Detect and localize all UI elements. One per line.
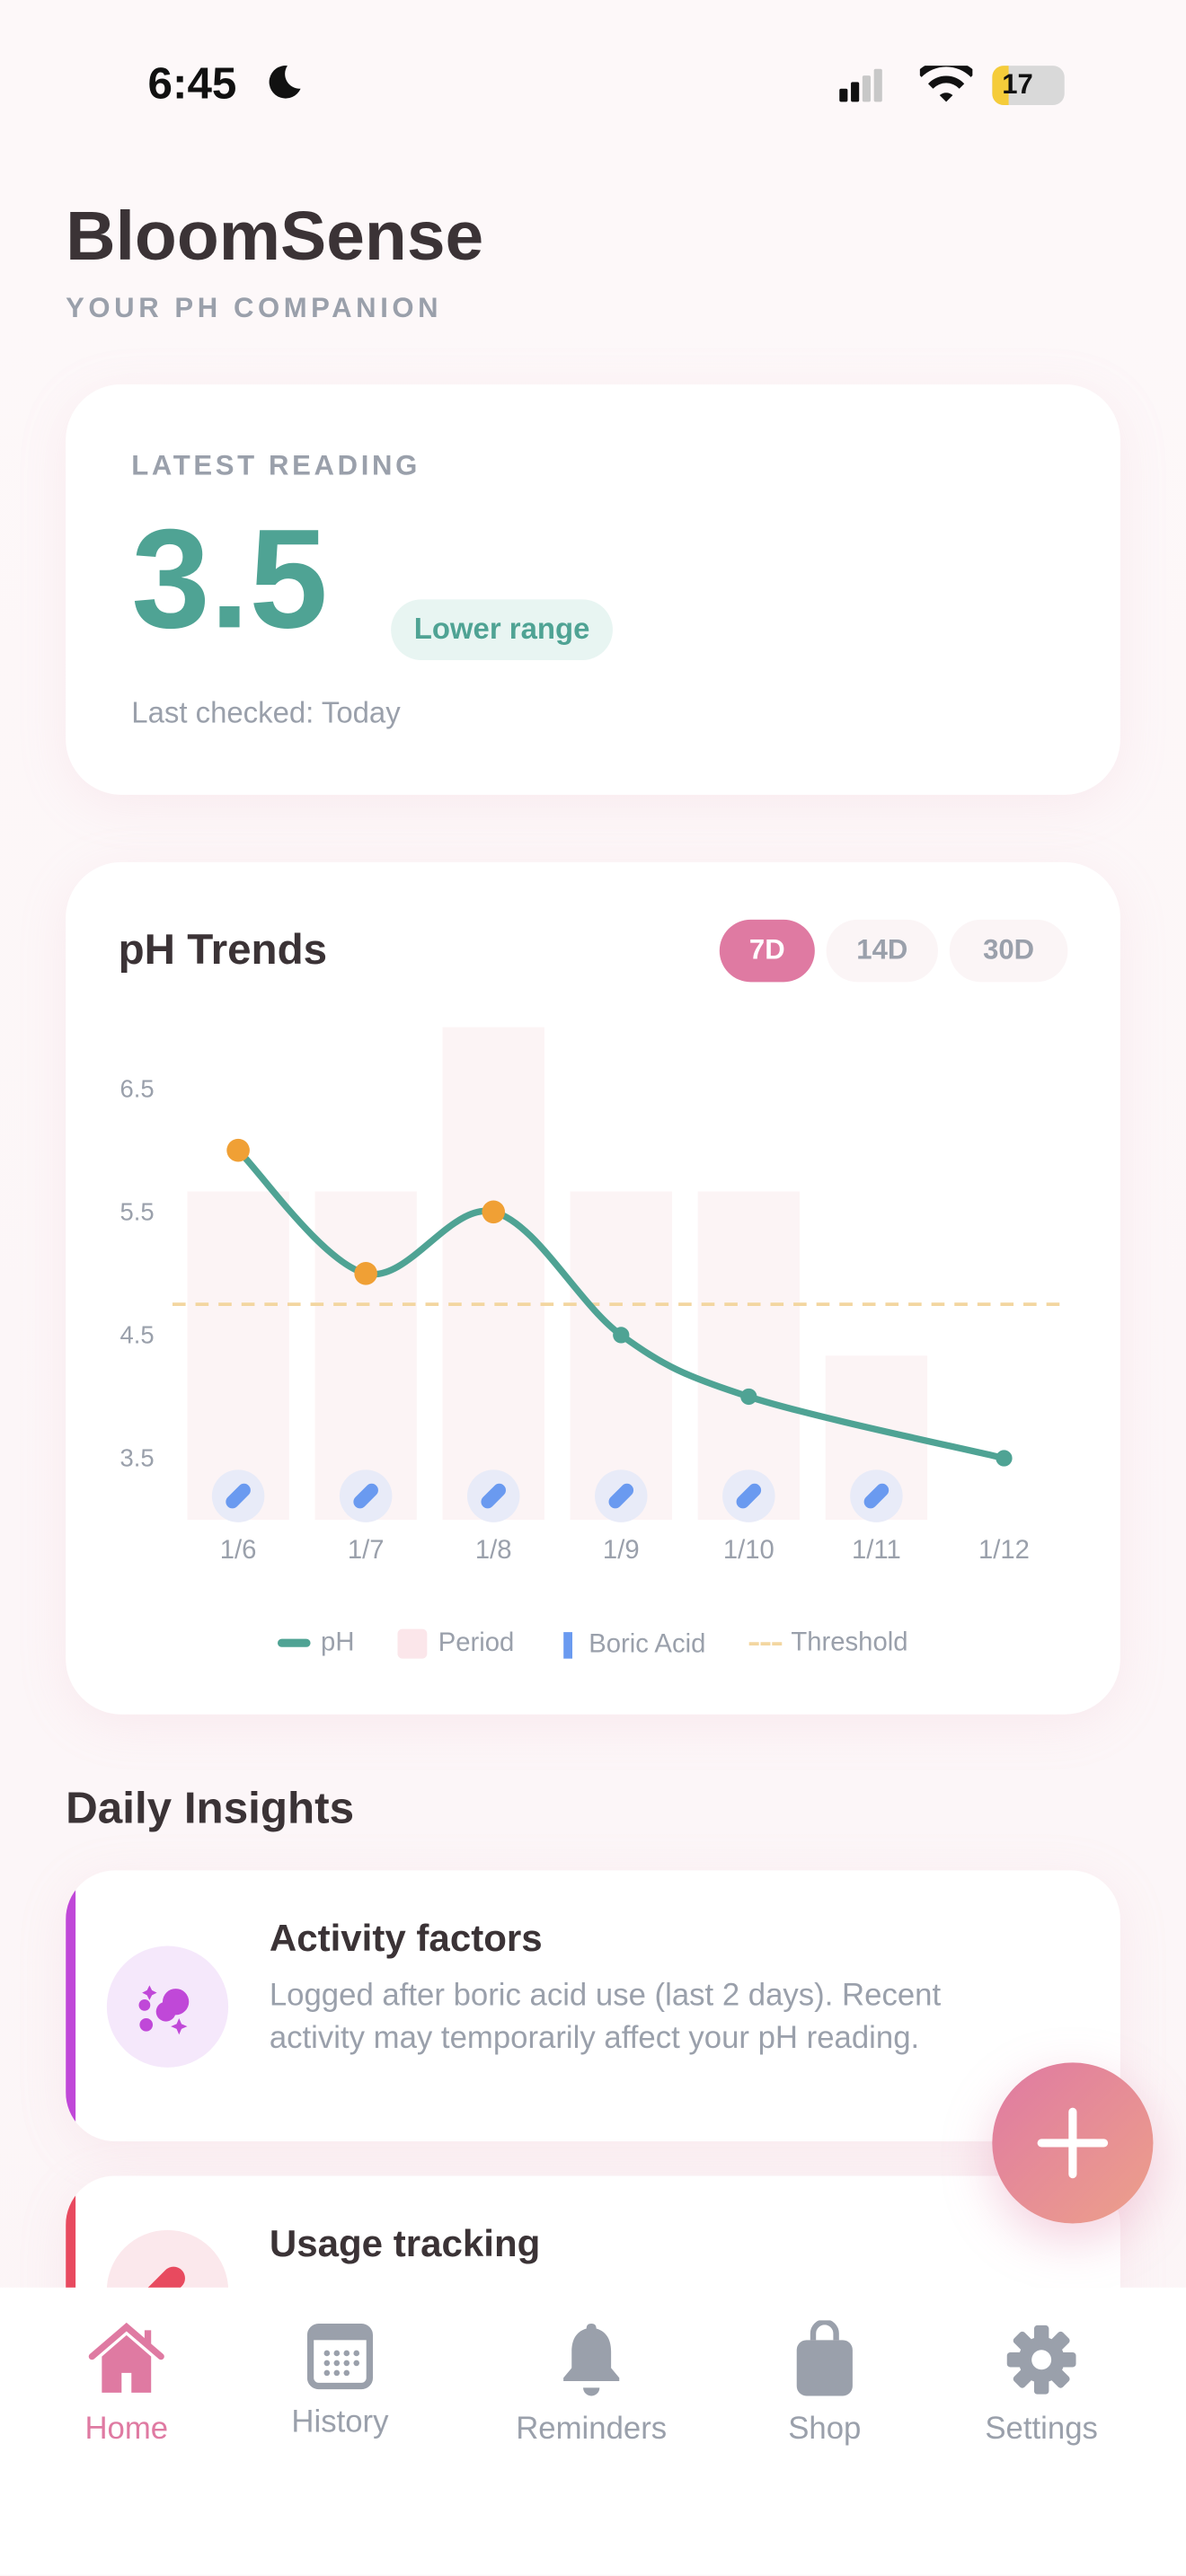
status-time: 6:45: [147, 58, 237, 109]
app-subtitle: YOUR PH COMPANION: [66, 292, 443, 324]
nav-reminders[interactable]: Reminders: [492, 2320, 689, 2448]
insight-title: Activity factors: [269, 1916, 543, 1960]
gear-icon: [1006, 2325, 1076, 2395]
ph-point: [226, 1138, 250, 1162]
nav-history[interactable]: History: [242, 2320, 438, 2441]
insights-title: Daily Insights: [66, 1783, 355, 1833]
pill-icon: [353, 1483, 378, 1509]
ph-point: [482, 1200, 506, 1224]
app-title: BloomSense: [66, 197, 484, 275]
range-badge: Lower range: [391, 599, 614, 660]
insight-title: Usage tracking: [269, 2221, 541, 2265]
last-checked: Last checked: Today: [131, 696, 401, 729]
legend-threshold-label: Threshold: [791, 1628, 908, 1657]
pill-icon: [481, 1483, 506, 1509]
latest-reading-value: 3.5: [131, 500, 328, 659]
legend-ph-label: pH: [321, 1628, 355, 1657]
boric-acid-marker: [850, 1469, 903, 1522]
ph-point: [740, 1388, 757, 1406]
period-bar: [442, 1027, 544, 1521]
boric-acid-marker: [595, 1469, 648, 1522]
nav-shop[interactable]: Shop: [726, 2320, 923, 2448]
nav-label: Shop: [788, 2412, 862, 2448]
chart-legend: pH Period ❚ Boric Acid Threshold: [66, 1628, 1120, 1661]
pill-icon: [226, 1483, 251, 1509]
x-tick-label: 1/8: [475, 1536, 512, 1565]
x-tick-label: 1/7: [348, 1536, 385, 1565]
ph-point: [996, 1450, 1013, 1467]
x-tick-label: 1/12: [978, 1536, 1030, 1565]
legend-boric-acid: ❚ Boric Acid: [557, 1628, 706, 1661]
period-bar: [314, 1191, 417, 1521]
y-tick-label: 3.5: [119, 1444, 154, 1472]
legend-ph: pH: [278, 1628, 355, 1659]
pill-icon: [608, 1483, 634, 1509]
home-icon: [88, 2322, 164, 2393]
nav-settings[interactable]: Settings: [943, 2320, 1139, 2448]
nav-home[interactable]: Home: [28, 2320, 225, 2448]
legend-period-label: Period: [438, 1628, 515, 1657]
x-tick-label: 1/6: [220, 1536, 257, 1565]
latest-reading-card: LATEST READING 3.5 Lower range Last chec…: [66, 384, 1120, 795]
period-bar: [187, 1191, 289, 1521]
battery-indicator: 17: [992, 66, 1065, 106]
nav-label: Home: [84, 2412, 169, 2448]
calendar-icon: [306, 2324, 374, 2390]
x-tick-label: 1/10: [723, 1536, 774, 1565]
pill-icon: [863, 1483, 890, 1509]
y-tick-label: 4.5: [119, 1321, 154, 1349]
boric-acid-marker: [722, 1469, 775, 1522]
wifi-icon: [919, 66, 973, 102]
shopping-bag-icon: [796, 2320, 853, 2396]
legend-boric-label: Boric Acid: [589, 1630, 706, 1659]
sparkles-icon: [106, 1945, 229, 2068]
range-30d-button[interactable]: 30D: [949, 919, 1068, 983]
nav-label: History: [291, 2405, 389, 2440]
boric-acid-marker: [339, 1469, 393, 1522]
y-tick-label: 6.5: [119, 1074, 154, 1102]
legend-period: Period: [396, 1628, 515, 1659]
nav-label: Reminders: [516, 2412, 668, 2448]
pill-icon: [736, 1483, 762, 1509]
legend-threshold: Threshold: [748, 1629, 908, 1659]
range-7d-button[interactable]: 7D: [719, 919, 815, 983]
battery-level: 17: [1002, 68, 1033, 101]
x-tick-label: 1/9: [603, 1536, 640, 1565]
range-14d-button[interactable]: 14D: [826, 919, 938, 983]
period-bar: [697, 1191, 801, 1521]
latest-reading-label: LATEST READING: [131, 449, 420, 481]
boric-acid-marker: [466, 1469, 520, 1522]
moon-icon: [269, 66, 301, 99]
ph-trends-card: pH Trends 7D 14D 30D 6.5 5.5 4.5 3.5 1/6 1/7 1…: [66, 861, 1120, 1715]
boric-acid-marker: [211, 1469, 265, 1522]
bell-icon: [563, 2324, 620, 2396]
x-tick-label: 1/11: [852, 1536, 901, 1565]
accent-bar: [66, 1870, 76, 2142]
plus-icon: [1037, 2107, 1109, 2179]
chart-title: pH Trends: [118, 924, 328, 975]
nav-label: Settings: [985, 2412, 1098, 2448]
insight-card-activity[interactable]: Activity factors Logged after boric acid…: [66, 1870, 1120, 2142]
ph-point: [354, 1262, 377, 1285]
pill-icon: ❚: [556, 1630, 580, 1659]
ph-chart: 6.5 5.5 4.5 3.5 1/6 1/7 1/8 1/9 1/10 1/11 1/12: [119, 1027, 1068, 1565]
y-tick-label: 5.5: [119, 1197, 154, 1225]
ph-line: [235, 1147, 1008, 1462]
cellular-signal-icon: [839, 68, 885, 102]
ph-point: [613, 1327, 630, 1344]
insight-body: Logged after boric acid use (last 2 days…: [269, 1979, 942, 2057]
bottom-nav: Home History Reminders Shop Settings: [0, 2287, 1186, 2575]
add-reading-button[interactable]: [992, 2062, 1154, 2224]
